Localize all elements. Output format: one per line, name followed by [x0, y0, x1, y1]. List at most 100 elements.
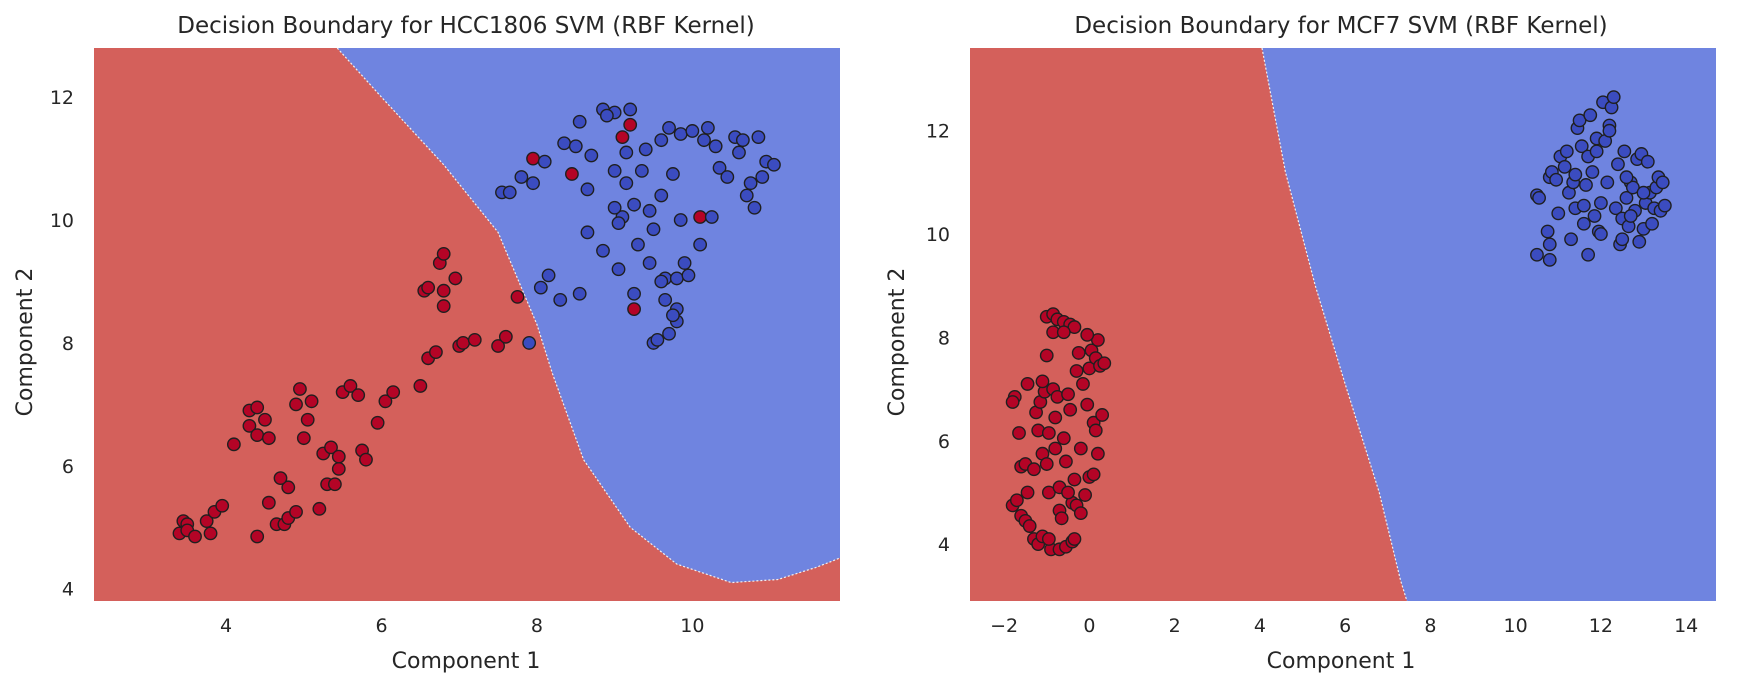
x-axis-label: Component 1	[392, 649, 541, 674]
data-point	[188, 529, 202, 544]
y-tick-label: 4	[938, 534, 950, 556]
data-point	[1576, 216, 1591, 231]
data-point	[1078, 488, 1092, 502]
y-tick-label: 6	[62, 456, 74, 478]
data-point	[343, 379, 358, 393]
data-point	[623, 102, 638, 117]
data-point	[1530, 247, 1544, 262]
data-point	[327, 477, 342, 492]
data-point	[642, 256, 657, 270]
data-point	[1061, 485, 1075, 500]
data-point	[1061, 387, 1075, 402]
data-point	[250, 428, 265, 442]
data-point	[584, 148, 599, 163]
data-point	[522, 336, 537, 350]
decision-boundary	[336, 48, 840, 584]
data-point	[1602, 123, 1617, 138]
data-point	[580, 182, 595, 197]
data-point	[619, 145, 634, 160]
data-point	[1587, 209, 1602, 223]
data-point	[732, 145, 746, 160]
data-point	[199, 514, 214, 529]
data-point	[261, 431, 276, 446]
data-point	[1086, 467, 1101, 482]
data-point	[1012, 426, 1026, 440]
data-point	[627, 197, 641, 212]
data-point	[1022, 519, 1037, 533]
data-point	[1039, 348, 1054, 363]
data-point	[1097, 356, 1112, 371]
data-point	[1568, 167, 1583, 182]
data-point	[611, 216, 626, 231]
data-point	[1020, 485, 1035, 500]
data-point	[1579, 178, 1593, 192]
data-point	[1594, 227, 1608, 241]
data-point	[456, 336, 471, 350]
data-point	[1067, 472, 1082, 487]
data-point	[607, 200, 622, 215]
data-point	[1583, 108, 1598, 123]
data-point	[755, 170, 770, 184]
data-point	[654, 274, 669, 289]
data-point	[623, 117, 638, 132]
data-point	[1606, 90, 1621, 104]
data-point	[658, 293, 673, 307]
data-point	[1655, 175, 1670, 190]
data-point	[697, 133, 711, 148]
x-tick-label: 4	[220, 615, 232, 637]
plot-title: Decision Boundary for MCF7 SVM (RBF Kern…	[1074, 13, 1607, 39]
y-tick-label: 8	[62, 333, 74, 355]
data-point	[580, 225, 595, 240]
data-point	[1542, 237, 1557, 252]
y-tick-label: 10	[50, 210, 74, 232]
data-point	[378, 394, 393, 409]
data-point	[1067, 532, 1082, 546]
data-point	[1623, 209, 1638, 223]
data-point	[1645, 216, 1659, 231]
data-point	[1073, 506, 1088, 521]
x-tick-label: 6	[375, 615, 387, 637]
data-point	[1020, 377, 1035, 391]
data-point	[289, 397, 303, 412]
hcc1806-plot: Decision Boundary for HCC1806 SVM (RBF K…	[13, 13, 840, 674]
y-tick-label: 12	[926, 121, 950, 143]
data-point	[312, 501, 327, 516]
data-point	[421, 280, 436, 295]
data-point	[1581, 247, 1596, 262]
data-point	[1041, 426, 1056, 440]
data-point	[1090, 446, 1105, 461]
data-point	[638, 142, 653, 157]
x-tick-label: 10	[680, 615, 704, 637]
data-point	[261, 495, 276, 510]
data-point	[751, 130, 766, 144]
data-point	[1611, 157, 1625, 172]
data-point	[498, 329, 513, 344]
data-point	[767, 157, 781, 172]
data-point	[654, 188, 669, 203]
data-point	[293, 382, 307, 396]
data-point	[1549, 172, 1564, 187]
data-point	[1542, 252, 1557, 267]
data-point	[370, 415, 385, 430]
data-point	[1080, 397, 1095, 412]
data-point	[1076, 377, 1090, 391]
data-point	[502, 185, 517, 200]
data-point	[448, 271, 463, 286]
plot-area	[94, 48, 840, 601]
data-point	[331, 461, 346, 476]
data-point	[607, 163, 622, 178]
data-point	[568, 139, 583, 154]
data-point	[596, 243, 610, 258]
y-tick-label: 10	[926, 224, 950, 246]
data-point	[1564, 232, 1578, 247]
data-point	[1640, 154, 1655, 169]
data-point	[669, 271, 684, 286]
plot-area	[970, 48, 1716, 601]
data-point	[331, 449, 346, 464]
data-point	[1027, 462, 1041, 477]
y-axis-label: Component 2	[885, 268, 910, 417]
y-axis-label: Component 2	[13, 268, 38, 417]
series-blue	[495, 102, 781, 350]
y-tick-label: 4	[62, 579, 74, 601]
